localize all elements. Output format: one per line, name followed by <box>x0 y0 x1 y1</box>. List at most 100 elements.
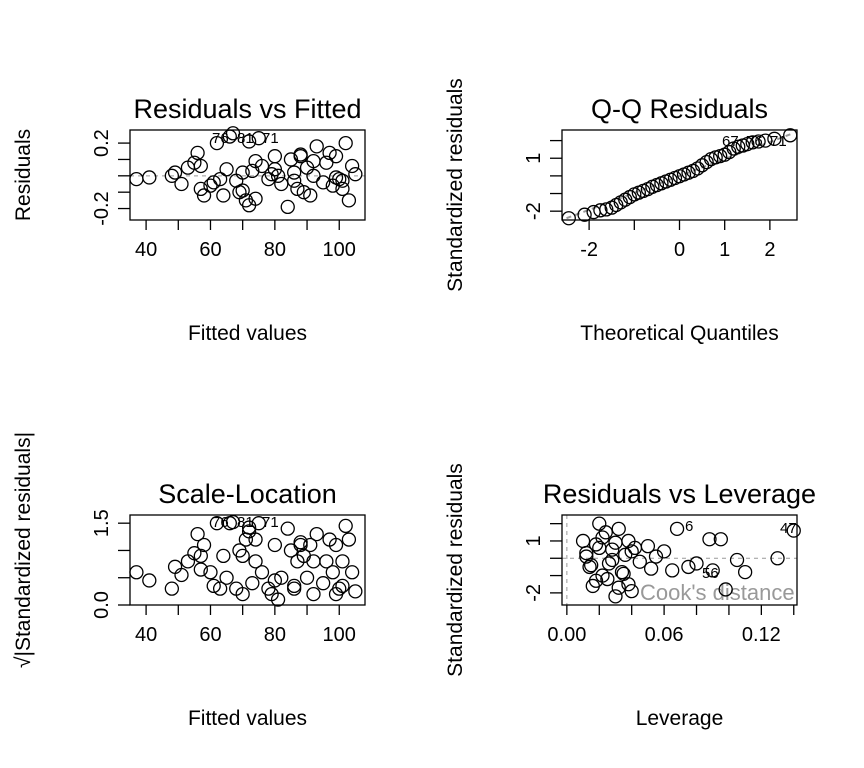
data-point <box>164 168 179 183</box>
data-point <box>601 556 617 571</box>
data-point <box>599 202 614 217</box>
data-point <box>582 559 597 575</box>
data-point <box>328 149 344 164</box>
data-point <box>332 171 347 187</box>
data-point <box>129 171 144 187</box>
data-point <box>758 133 773 148</box>
plot-frame <box>129 129 366 221</box>
x-tick-label: 60 <box>199 239 221 261</box>
point-label: 6 <box>685 518 693 535</box>
y-tick-label: -2 <box>523 202 545 220</box>
x-tick-label: 60 <box>199 624 221 646</box>
data-point <box>270 168 286 183</box>
data-point <box>621 577 636 592</box>
x-tick-label: 40 <box>135 624 157 646</box>
y-axis-label: Residuals <box>12 129 35 221</box>
data-point <box>280 521 295 536</box>
data-point <box>579 545 594 561</box>
data-point <box>618 547 633 562</box>
data-point <box>306 554 321 569</box>
data-point <box>190 145 205 161</box>
x-axis-label: Theoretical Quantiles <box>580 322 778 345</box>
data-point <box>643 561 659 576</box>
data-point <box>174 176 189 192</box>
data-point <box>254 565 270 580</box>
data-point <box>705 563 720 578</box>
data-point <box>325 565 340 580</box>
data-point <box>206 578 221 594</box>
y-tick-label: 0.2 <box>91 129 113 157</box>
cooks-distance-legend: Cook's distance <box>640 580 795 605</box>
data-point <box>251 516 266 531</box>
x-tick-label: 100 <box>323 239 356 261</box>
data-point <box>694 158 710 173</box>
data-point <box>338 135 353 151</box>
x-tick-label: 0.06 <box>645 624 684 646</box>
data-point <box>767 131 782 146</box>
data-point <box>718 582 733 597</box>
data-point <box>600 571 615 587</box>
data-point <box>225 126 241 141</box>
data-point <box>287 165 302 180</box>
data-point <box>129 565 144 580</box>
point-label: 71 <box>262 130 279 147</box>
data-point <box>605 552 620 568</box>
data-point <box>713 532 728 547</box>
data-point <box>577 207 592 222</box>
data-point <box>219 570 234 585</box>
data-point <box>142 573 157 588</box>
data-point <box>209 135 225 151</box>
data-point <box>248 532 263 547</box>
data-point <box>689 556 704 571</box>
data-point <box>267 537 283 553</box>
x-axis-label: Leverage <box>636 707 724 730</box>
data-point <box>729 552 745 568</box>
data-point <box>348 167 363 182</box>
data-point <box>588 573 604 588</box>
data-point <box>219 162 234 177</box>
data-point <box>287 578 302 594</box>
data-point <box>180 554 196 569</box>
panel-4: Cook's distance 6 47 56 0.00 0.06 0.12 -2 1 Resid… <box>444 463 816 730</box>
y-tick-label: 0.0 <box>91 591 113 619</box>
data-point <box>203 178 218 193</box>
panel-2: 67 76 71 -2 0 1 2 -2 1 Q-Q Residuals Theoretical Q… <box>444 78 798 345</box>
data-point <box>283 152 299 167</box>
y-axis-label: √|Standardized residuals| <box>12 432 35 668</box>
y-axis-label: Standardized residuals <box>444 78 467 292</box>
data-point <box>751 134 766 149</box>
data-point <box>737 564 753 580</box>
data-point <box>648 549 664 564</box>
data-point <box>328 170 344 185</box>
x-axis-label: Fitted values <box>188 707 307 730</box>
data-point <box>348 584 363 599</box>
data-point <box>341 193 357 208</box>
point-label: 81 <box>237 130 254 147</box>
x-tick-label: 40 <box>135 239 157 261</box>
data-point <box>632 554 647 569</box>
x-tick-label: 80 <box>264 239 286 261</box>
x-tick-label: 100 <box>323 624 356 646</box>
data-point <box>611 521 626 536</box>
data-point <box>335 578 350 594</box>
data-point <box>216 548 231 564</box>
qq-reference-line <box>566 132 793 220</box>
data-point <box>293 535 308 550</box>
data-point <box>267 573 283 588</box>
data-point <box>681 559 696 575</box>
data-point <box>193 562 208 577</box>
data-point <box>593 203 608 218</box>
data-point <box>575 533 591 549</box>
data-point <box>592 516 607 531</box>
y-axis-label: Standardized residuals <box>444 463 467 677</box>
data-point <box>338 518 353 534</box>
data-point <box>174 567 189 583</box>
data-point <box>193 181 208 197</box>
data-point <box>770 551 785 566</box>
data-point <box>287 581 302 596</box>
data-point <box>212 171 228 187</box>
data-point <box>235 183 250 198</box>
data-point <box>296 185 311 200</box>
data-point <box>190 526 205 542</box>
data-point <box>187 155 202 170</box>
